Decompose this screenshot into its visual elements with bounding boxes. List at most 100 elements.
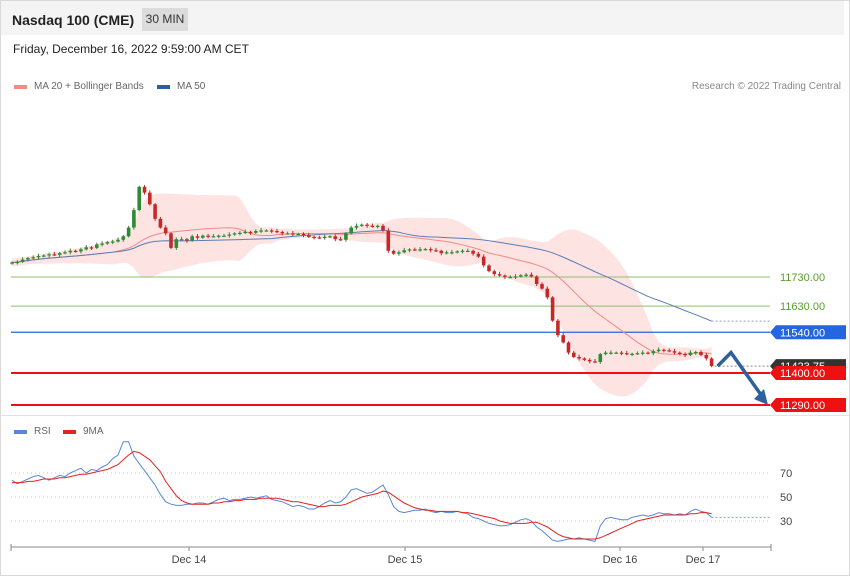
candle-body [582, 358, 587, 360]
candle-body [418, 249, 422, 251]
candle-body [360, 224, 364, 226]
candle-body [444, 252, 449, 254]
candle-body [481, 256, 486, 266]
chart-datetime: Friday, December 16, 2022 9:59:00 AM CET [13, 42, 249, 56]
candle-body [201, 235, 205, 238]
candle-body [269, 230, 274, 232]
candle-body [354, 225, 359, 228]
candle-body [174, 239, 179, 248]
candle-body [68, 250, 73, 253]
ma9-swatch [63, 429, 76, 434]
candle-body [640, 352, 645, 354]
level-label-11630.00: 11630.00 [780, 301, 825, 313]
candle-body [688, 352, 693, 355]
rsi-tick-label-70: 70 [780, 468, 792, 480]
candle-body [211, 236, 216, 238]
rsi-swatch [14, 429, 27, 434]
legend-ma20-bollinger: MA 20 + Bollinger Bands [14, 81, 144, 92]
legend-ma50: MA 50 [157, 81, 205, 92]
candle-body [423, 249, 428, 251]
candle-body [296, 233, 300, 236]
candle-body [227, 234, 232, 236]
candle-body [561, 335, 565, 343]
candle-body [195, 236, 200, 238]
candle-body [179, 239, 184, 241]
level-label-11540.00: 11540.00 [780, 327, 825, 339]
candle-body [84, 247, 88, 250]
candle-body [307, 235, 311, 237]
candle-body [216, 235, 221, 237]
candle-body [667, 350, 671, 352]
candle-body [678, 352, 682, 355]
instrument-title: Nasdaq 100 (CME) [12, 12, 135, 28]
ma20-swatch [14, 84, 27, 89]
candle-body [238, 232, 242, 234]
candle-body [47, 254, 51, 256]
candle-body [413, 249, 417, 251]
timeframe-button[interactable]: 30 MIN [142, 8, 188, 31]
candle-body [375, 225, 380, 227]
candle-body [20, 259, 25, 262]
candle-body [153, 204, 157, 219]
candle-body [126, 227, 131, 237]
candle-body [619, 352, 624, 354]
candle-body [338, 239, 343, 241]
forecast-arrow-head [754, 389, 768, 405]
candle-body [349, 227, 353, 234]
level-label-11730.00: 11730.00 [780, 272, 825, 284]
candle-body [312, 236, 316, 239]
candle-body [593, 361, 597, 363]
candle-body [656, 349, 661, 352]
level-label-top-11400.00: 11400.00 [780, 368, 825, 380]
candle-body [609, 352, 613, 354]
levels-layer: 11730.00 11630.00 11540.00 11400.00 11290.00 [11, 272, 846, 412]
candle-body [402, 250, 406, 253]
candle-body [566, 342, 571, 353]
x-tick-label: Dec 17 [686, 554, 721, 566]
candle-body [264, 230, 269, 232]
candle-body [603, 352, 608, 355]
candle-body [163, 227, 168, 234]
candle-body [301, 233, 306, 236]
candle-body [280, 231, 285, 234]
legend-ma20-label: MA 20 + Bollinger Bands [34, 81, 144, 92]
chart-header: Nasdaq 100 (CME) 30 MIN [1, 1, 844, 35]
legend-rsi: RSI [14, 426, 51, 437]
candle-body [142, 186, 147, 193]
candle-body [503, 275, 507, 277]
candle-body [105, 242, 110, 244]
candle-body [365, 224, 369, 226]
candle-body [545, 288, 550, 298]
candle-body [52, 254, 57, 256]
candle-body [110, 241, 115, 243]
level-tag-top-11400.00 [770, 366, 846, 380]
candle-body [699, 352, 703, 355]
candle-body [630, 353, 634, 355]
candle-body [190, 236, 194, 241]
forecast-arrow [716, 349, 766, 401]
candle-body [285, 233, 290, 235]
legend-9ma-label: 9MA [83, 426, 104, 437]
candle-body [95, 244, 99, 248]
ma50-line [11, 230, 712, 322]
candle-body [471, 250, 475, 254]
candle-body [397, 252, 401, 254]
candle-body [132, 210, 136, 228]
candle-body [344, 233, 348, 240]
candle-body [291, 233, 295, 235]
candle-body [693, 352, 698, 354]
candle-body [42, 255, 46, 257]
candle-body [556, 320, 560, 336]
research-credit: Research © 2022 Trading Central [691, 81, 841, 92]
panel-separator [1, 415, 849, 416]
candle-body [709, 358, 714, 367]
candle-body [625, 353, 629, 355]
candle-body [232, 233, 237, 235]
candle-body [614, 352, 618, 354]
rsi-tick-label-30: 30 [780, 516, 792, 528]
candle-body [513, 276, 518, 278]
candle-body [248, 231, 253, 234]
candle-body [317, 237, 322, 239]
candle-body [540, 283, 544, 289]
rsi-ma9-line [12, 450, 712, 540]
